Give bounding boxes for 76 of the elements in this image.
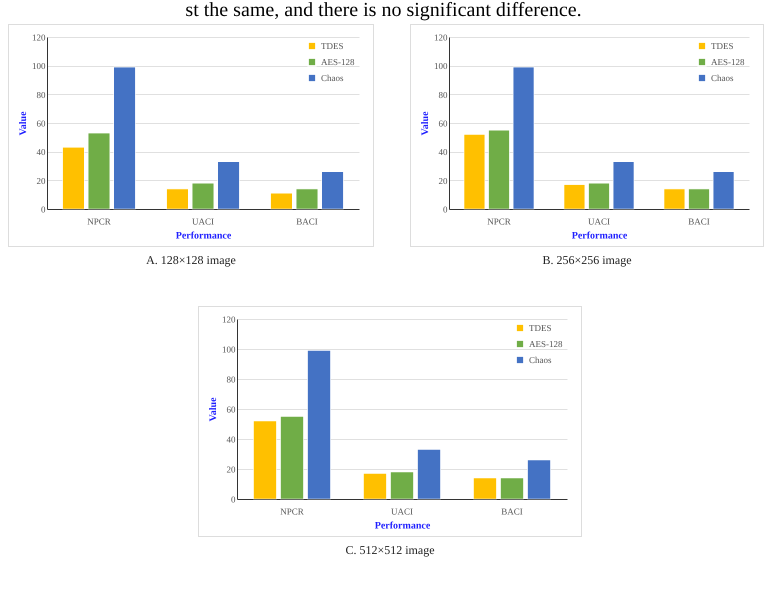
legend-label: AES-128 — [321, 57, 355, 67]
bar — [253, 420, 277, 500]
y-tick-label: 80 — [36, 90, 46, 100]
bar — [588, 182, 610, 210]
y-tick-label: 120 — [434, 32, 448, 42]
bar — [390, 472, 414, 500]
x-tick-label: UACI — [391, 506, 413, 516]
bar — [612, 161, 634, 210]
bar — [417, 449, 441, 500]
bar — [62, 147, 85, 210]
bar — [88, 132, 110, 210]
bar — [500, 478, 524, 500]
x-axis-title: Performance — [572, 230, 628, 242]
y-tick-label: 0 — [41, 204, 46, 214]
x-tick-label: UACI — [588, 216, 610, 226]
y-tick-label: 40 — [438, 147, 448, 158]
bar — [113, 66, 136, 210]
bar — [564, 184, 586, 210]
legend-label: AES-128 — [711, 57, 745, 67]
text: A. 128×128 image — [145, 253, 237, 268]
legend-label: AES-128 — [529, 339, 563, 349]
bar — [217, 161, 240, 210]
y-tick-label: 20 — [438, 176, 448, 186]
legend-label: Chaos — [711, 73, 734, 83]
bar — [270, 192, 293, 210]
legend-label: TDES — [529, 323, 552, 333]
bar — [512, 66, 534, 210]
bar — [488, 130, 510, 210]
bar — [688, 188, 710, 210]
x-tick-label: NPCR — [87, 216, 111, 226]
y-tick-label: 60 — [438, 118, 448, 128]
bar — [307, 350, 331, 500]
bar — [527, 460, 551, 500]
y-axis-title: Value — [208, 396, 219, 422]
x-tick-label: BACI — [296, 216, 318, 226]
bar — [363, 473, 387, 500]
text: C. 512×512 image — [344, 543, 436, 558]
y-axis-title: Value — [420, 110, 431, 136]
x-tick-label: NPCR — [487, 216, 511, 226]
text: st the same, and there is no significant difference. — [184, 0, 583, 21]
y-tick-label: 40 — [36, 147, 46, 158]
x-axis-title: Performance — [176, 230, 232, 242]
bar — [464, 134, 486, 210]
y-tick-label: 100 — [434, 61, 448, 72]
bar — [473, 478, 497, 500]
y-axis-title: Value — [18, 110, 29, 136]
bar — [712, 171, 734, 210]
y-tick-label: 60 — [226, 404, 236, 414]
y-tick-label: 80 — [226, 374, 236, 384]
x-tick-label: NPCR — [280, 506, 304, 516]
text: B. 256×256 image — [541, 253, 633, 268]
y-tick-label: 20 — [226, 464, 236, 474]
legend-label: TDES — [711, 41, 734, 51]
bar — [664, 188, 686, 210]
y-tick-label: 20 — [36, 176, 46, 186]
bar — [166, 188, 189, 210]
bar — [192, 182, 214, 210]
bar — [321, 171, 344, 210]
y-tick-label: 120 — [222, 314, 236, 324]
x-tick-label: BACI — [688, 216, 710, 226]
y-tick-label: 0 — [231, 494, 236, 504]
y-tick-label: 100 — [222, 344, 236, 354]
x-axis-title: Performance — [374, 520, 431, 532]
y-tick-label: 40 — [226, 434, 236, 444]
y-tick-label: 80 — [438, 90, 448, 100]
bar — [296, 188, 318, 210]
legend-label: Chaos — [529, 355, 552, 365]
legend-label: TDES — [321, 41, 344, 51]
x-tick-label: BACI — [501, 506, 523, 516]
y-tick-label: 100 — [32, 61, 46, 72]
x-tick-label: UACI — [192, 216, 214, 226]
y-tick-label: 0 — [443, 204, 448, 214]
legend-label: Chaos — [321, 73, 344, 83]
y-tick-label: 120 — [32, 32, 46, 42]
bar — [280, 416, 304, 500]
y-tick-label: 60 — [36, 118, 46, 128]
